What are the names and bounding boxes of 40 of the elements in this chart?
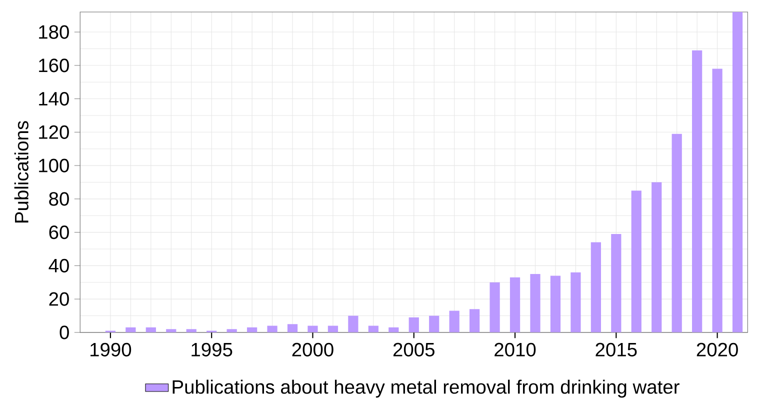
x-tick-label: 2020 [696, 342, 738, 356]
bar [429, 316, 440, 332]
bar [267, 326, 278, 332]
legend-label: Publications about heavy metal removal from drinking water [172, 380, 680, 398]
bar [672, 134, 682, 332]
bar [590, 242, 601, 332]
bar [408, 317, 419, 332]
x-tick-label: 2005 [393, 342, 434, 356]
bar [732, 12, 743, 332]
y-tick-label: 160 [39, 58, 69, 72]
y-axis-title: Publications [14, 121, 28, 222]
x-tick-label: 1990 [90, 342, 132, 356]
bar [287, 324, 298, 332]
y-tick-label: 20 [49, 292, 69, 306]
y-tick-label: 40 [48, 258, 69, 272]
bar [530, 274, 540, 332]
bar [611, 234, 622, 332]
bar [631, 190, 642, 332]
y-tick-label: 140 [39, 92, 69, 106]
y-tick-label: 120 [39, 125, 69, 139]
bar [510, 277, 520, 332]
x-tick-label: 2015 [596, 342, 637, 356]
x-tick-label: 2000 [292, 342, 334, 356]
bar [490, 282, 500, 332]
y-tick-label: 60 [49, 225, 69, 240]
bar [449, 310, 460, 332]
y-tick-label: 100 [39, 158, 69, 172]
bar [550, 276, 561, 332]
bar [348, 316, 358, 332]
x-tick-label: 1995 [192, 342, 232, 356]
x-tick-label: 2010 [494, 342, 536, 356]
bar [712, 68, 722, 332]
y-tick-label: 0 [60, 326, 69, 340]
bar [570, 272, 581, 332]
bar [692, 50, 702, 332]
y-tick-label: 80 [49, 192, 69, 206]
y-tick-label: 180 [39, 25, 69, 39]
bar [652, 182, 662, 332]
bar [470, 308, 480, 332]
bar [308, 326, 318, 332]
